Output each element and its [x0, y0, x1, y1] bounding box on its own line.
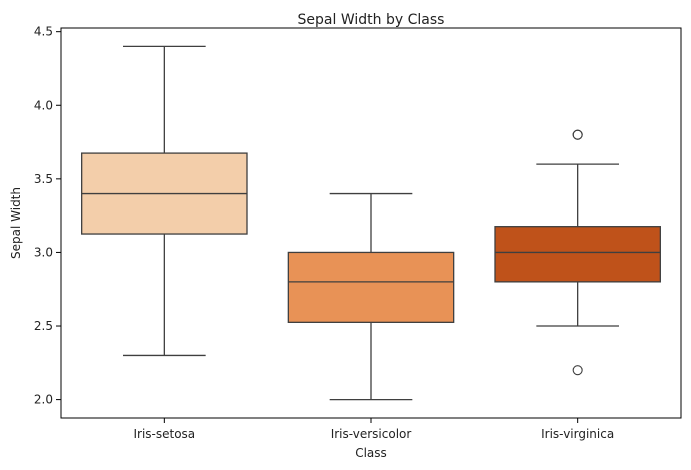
- iqr-box: [494, 226, 661, 283]
- iqr-box: [287, 251, 455, 323]
- outlier-point: [572, 129, 583, 140]
- x-tick-label: Iris-versicolor: [331, 427, 412, 441]
- y-tick-label: 3.0: [34, 245, 53, 259]
- x-axis-label: Class: [355, 446, 387, 460]
- box-group-iris-virginica: [494, 129, 661, 376]
- y-tick-label: 4.5: [34, 25, 53, 39]
- y-tick-label: 4.0: [34, 98, 53, 112]
- y-axis-label: Sepal Width: [9, 187, 23, 259]
- x-tick-label: Iris-setosa: [133, 427, 195, 441]
- box-group-iris-versicolor: [287, 192, 455, 401]
- chart-title: Sepal Width by Class: [298, 12, 445, 28]
- box-group-iris-setosa: [81, 45, 248, 357]
- x-axis: Iris-setosa Iris-versicolor Iris-virginica: [133, 418, 614, 441]
- y-tick-label: 2.5: [34, 319, 53, 333]
- outlier-point: [572, 365, 583, 376]
- y-tick-label: 2.0: [34, 393, 53, 407]
- boxes-layer: [81, 45, 661, 401]
- y-tick-label: 3.5: [34, 172, 53, 186]
- y-axis: 2.0 2.5 3.0 3.5 4.0 4.5: [34, 25, 61, 407]
- x-tick-label: Iris-virginica: [541, 427, 614, 441]
